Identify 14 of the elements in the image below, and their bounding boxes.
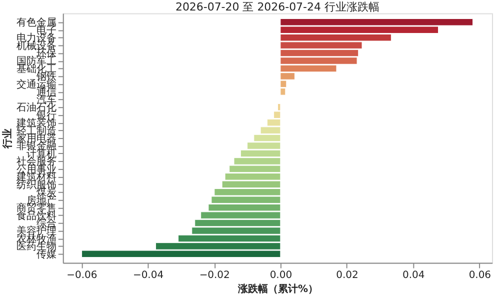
x-tick-label: 0.04 — [402, 270, 425, 282]
y-tick-label: 食品饮料 — [16, 210, 56, 222]
x-axis-title: 涨跌幅（累计%） — [236, 283, 318, 296]
y-tick-label: 计算机 — [26, 148, 56, 160]
x-tick-label: 0.00 — [270, 270, 292, 282]
y-axis-title: 行业 — [1, 128, 14, 150]
chart-title: 2026-07-20 至 2026-07-24 行业涨跌幅 — [175, 0, 380, 14]
x-tick-label: 0.06 — [468, 270, 492, 282]
x-tick-label: −0.02 — [199, 270, 230, 282]
x-tick-label: −0.06 — [66, 270, 98, 282]
y-tick-label: 传媒 — [36, 249, 56, 260]
x-tick-label: 0.02 — [336, 270, 358, 282]
y-tick-label: 汽车 — [36, 94, 56, 106]
x-tick-label: −0.04 — [132, 270, 164, 282]
